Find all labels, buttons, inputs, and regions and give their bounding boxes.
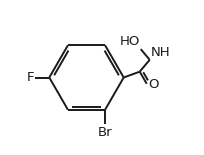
Text: O: O xyxy=(149,78,159,91)
Text: F: F xyxy=(27,71,34,84)
Text: HO: HO xyxy=(120,35,140,48)
Text: NH: NH xyxy=(151,46,170,59)
Text: Br: Br xyxy=(98,126,112,139)
